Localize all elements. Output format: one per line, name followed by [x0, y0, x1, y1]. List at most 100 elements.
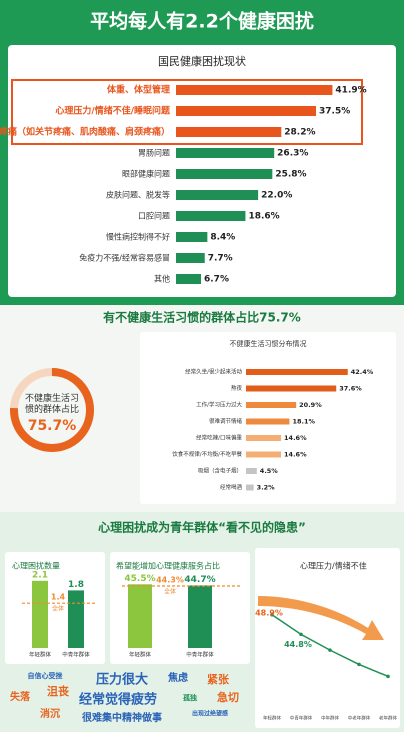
- bar: [176, 85, 333, 95]
- value-label: 42.4%: [351, 368, 374, 376]
- decorative-arrow: [258, 596, 384, 640]
- value-label: 6.7%: [204, 275, 229, 285]
- bar: [32, 580, 48, 648]
- bar: [246, 418, 290, 425]
- value-label: 25.8%: [275, 170, 306, 180]
- value-label: 8.4%: [210, 233, 235, 243]
- value-label: 26.3%: [277, 149, 308, 159]
- point: [357, 662, 361, 667]
- value-label: 45.5%: [124, 574, 155, 584]
- bar: [176, 253, 205, 263]
- bar: [246, 369, 348, 375]
- bar: [246, 385, 337, 392]
- value-label: 37.6%: [339, 385, 362, 393]
- category-label: 经常久坐/很少起来活动: [185, 368, 242, 376]
- point: [270, 612, 274, 617]
- x-tick-label: 中青年群体: [186, 651, 214, 659]
- point: [328, 648, 332, 652]
- bar: [128, 584, 152, 648]
- donut-label: 不健康生活习惯的群体占比: [25, 392, 79, 415]
- value-label: 44.8%: [284, 640, 312, 649]
- category-label: 口腔问题: [138, 211, 170, 221]
- value-label: 2.1: [32, 570, 48, 580]
- value-label: 44.7%: [184, 575, 215, 585]
- value-label: 14.6%: [284, 451, 307, 459]
- bar: [176, 127, 282, 137]
- bar: [176, 106, 316, 116]
- chart-title: 国民健康困扰现状: [158, 54, 246, 68]
- x-tick-label: 年轻群体: [129, 651, 152, 659]
- reference-value: 1.4: [51, 593, 66, 602]
- donut-value: 75.7%: [28, 418, 77, 434]
- bar: [176, 148, 275, 158]
- value-label: 48.9%: [255, 608, 283, 617]
- bar: [68, 590, 84, 648]
- x-tick-label: 年轻群体: [29, 651, 52, 659]
- value-label: 28.2%: [284, 128, 315, 138]
- word: 压力很大: [96, 672, 148, 688]
- category-label: 经常吃辣/口味偏重: [196, 434, 242, 442]
- value-label: 14.6%: [284, 434, 307, 442]
- chart-title: 不健康生活习惯分布情况: [230, 339, 307, 348]
- chart-title: 心理困扰数量: [12, 561, 60, 571]
- bar: [176, 274, 202, 284]
- category-label: 心理压力/情绪不佳/睡眠问题: [55, 105, 171, 117]
- value-label: 18.1%: [292, 418, 315, 426]
- category-label: 眼部健康问题: [122, 169, 170, 179]
- value-label: 7.7%: [208, 254, 233, 264]
- donut-label-line: 惯的群体占比: [25, 403, 79, 415]
- donut-label-line: 不健康生活习: [25, 392, 79, 404]
- value-label: 22.0%: [261, 191, 292, 201]
- donut-arc: [10, 368, 94, 452]
- bar: [188, 585, 212, 648]
- category-label: 工作/学习压力过大: [196, 401, 242, 409]
- category-label: 皮肤问题、脱发等: [106, 190, 170, 200]
- word: 经常觉得疲劳: [79, 692, 157, 708]
- section-title: 有不健康生活习惯的群体占比75.7%: [103, 310, 301, 325]
- x-tick-label: 中年群体: [321, 715, 339, 722]
- category-label: 吸烟（含电子烟）: [198, 467, 242, 475]
- word: 急切: [217, 690, 239, 704]
- category-label: 其他: [154, 274, 170, 284]
- category-label: 胃肠问题: [138, 149, 170, 158]
- reference-name: 全体: [164, 587, 176, 595]
- chart-title: 心理压力/情绪不佳: [300, 561, 367, 571]
- category-label: 免疫力不强/经常容易感冒: [79, 253, 170, 263]
- section-title: 心理困扰成为青年群体“看不见的隐患”: [98, 520, 306, 535]
- bar: [246, 435, 282, 441]
- card: [140, 332, 396, 504]
- bar: [246, 468, 257, 474]
- word: 孤独: [183, 693, 197, 702]
- word: 焦虑: [167, 671, 188, 684]
- value-label: 37.5%: [319, 107, 350, 117]
- value-label: 20.9%: [299, 401, 322, 409]
- word: 消沉: [40, 707, 60, 720]
- category-label: 经常喝酒: [220, 483, 243, 491]
- x-tick-label: 中老年群体: [348, 715, 371, 722]
- chart-title: 希望能增加心理健康服务占比: [116, 561, 220, 571]
- value-label: 4.5%: [260, 467, 279, 475]
- word: 自信心受挫: [28, 671, 63, 680]
- bar: [176, 232, 208, 242]
- word: 出现过绝望感: [192, 710, 228, 718]
- category-label: 熬夜: [231, 384, 243, 392]
- category-label: 疼痛（如关节疼痛、肌肉酸痛、肩颈疼痛）: [0, 126, 170, 138]
- reference-name: 全体: [52, 605, 64, 613]
- value-label: 1.8: [68, 580, 84, 590]
- bar: [176, 190, 259, 200]
- bar: [246, 402, 297, 408]
- word: 失落: [10, 690, 31, 703]
- bar: [246, 451, 282, 458]
- value-label: 18.6%: [248, 212, 279, 222]
- category-label: 体重、体型管理: [107, 84, 170, 96]
- point: [299, 632, 303, 637]
- word: 紧张: [207, 672, 230, 686]
- highlight-box: [11, 79, 363, 145]
- bar: [246, 484, 254, 491]
- value-label: 3.2%: [257, 484, 276, 492]
- bar: [176, 169, 273, 179]
- bar: [176, 211, 246, 221]
- category-label: 慢性病控制得不好: [106, 232, 170, 242]
